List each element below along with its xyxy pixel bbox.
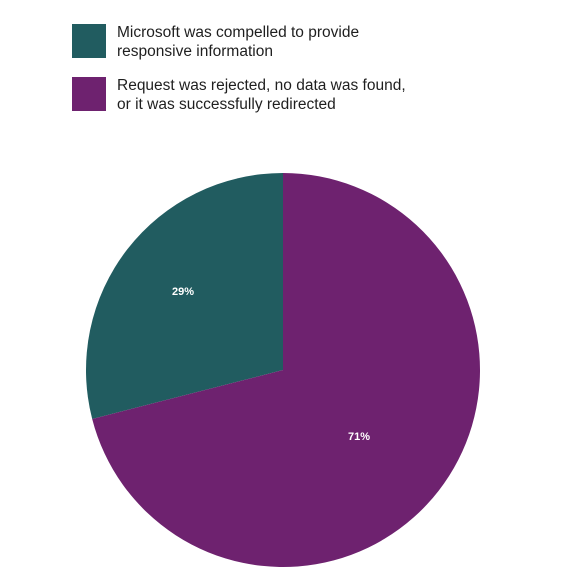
legend-label-rejected: Request was rejected, no data was found,… <box>117 77 406 113</box>
data-label-compelled: 29% <box>172 286 194 298</box>
chart-legend: Microsoft was compelled to provide respo… <box>72 22 512 128</box>
legend-item-rejected: Request was rejected, no data was found,… <box>72 75 512 113</box>
legend-swatch-rejected <box>72 77 106 111</box>
pie-slice-compelled <box>85 173 283 419</box>
data-label-rejected: 71% <box>348 431 370 443</box>
pie-slice-rejected <box>92 173 480 567</box>
legend-label-compelled: Microsoft was compelled to provide respo… <box>117 24 360 60</box>
legend-swatch-compelled <box>72 24 106 58</box>
legend-item-compelled: Microsoft was compelled to provide respo… <box>72 22 512 60</box>
